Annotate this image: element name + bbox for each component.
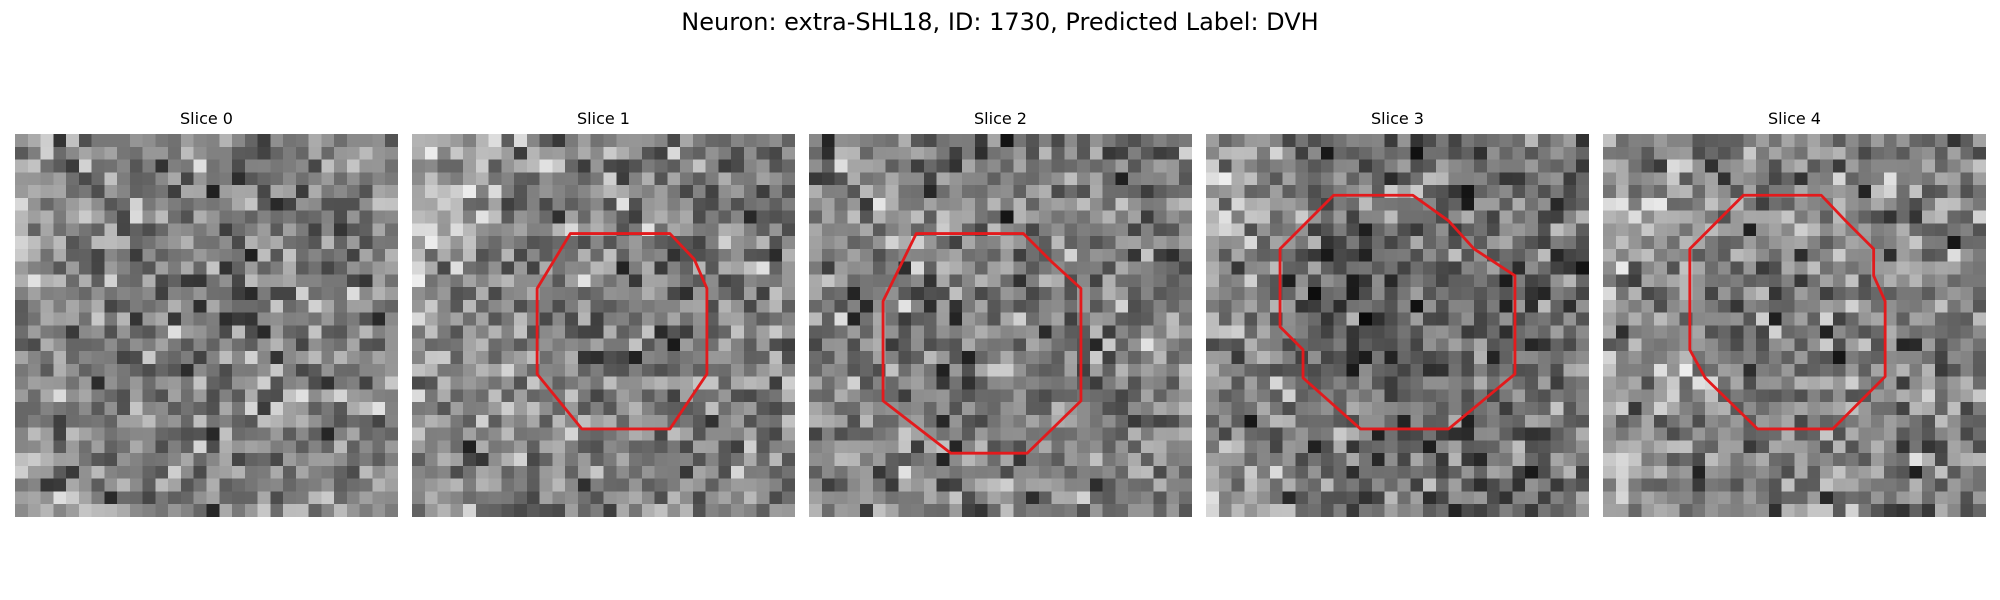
- slice-panel-4: Slice 4: [1603, 108, 1986, 520]
- roi-contour: [1278, 193, 1517, 431]
- slice-title-4: Slice 4: [1768, 109, 1821, 128]
- pixel-grid: [809, 134, 1192, 517]
- slice-image-1: [412, 134, 795, 517]
- slice-image-0: [15, 134, 398, 517]
- slice-title-1: Slice 1: [577, 109, 630, 128]
- slice-image-2: [809, 134, 1192, 517]
- pixel-grid: [412, 134, 795, 517]
- slice-title-0: Slice 0: [180, 109, 233, 128]
- roi-contour: [1688, 193, 1887, 431]
- slice-title-3: Slice 3: [1371, 109, 1424, 128]
- figure-title: Neuron: extra-SHL18, ID: 1730, Predicted…: [681, 8, 1319, 36]
- pixel-grid: [1603, 134, 1986, 517]
- slice-panel-1: Slice 1: [412, 108, 795, 520]
- pixel-grid: [15, 134, 398, 517]
- slice-image-3: [1206, 134, 1589, 517]
- slice-panel-0: Slice 0: [15, 108, 398, 520]
- roi-contour: [881, 232, 1083, 455]
- slice-panel-3: Slice 3: [1206, 108, 1589, 520]
- pixel-grid: [1206, 134, 1589, 517]
- slice-image-4: [1603, 134, 1986, 517]
- roi-contour: [535, 232, 709, 431]
- slice-title-2: Slice 2: [974, 109, 1027, 128]
- slice-panel-2: Slice 2: [809, 108, 1192, 520]
